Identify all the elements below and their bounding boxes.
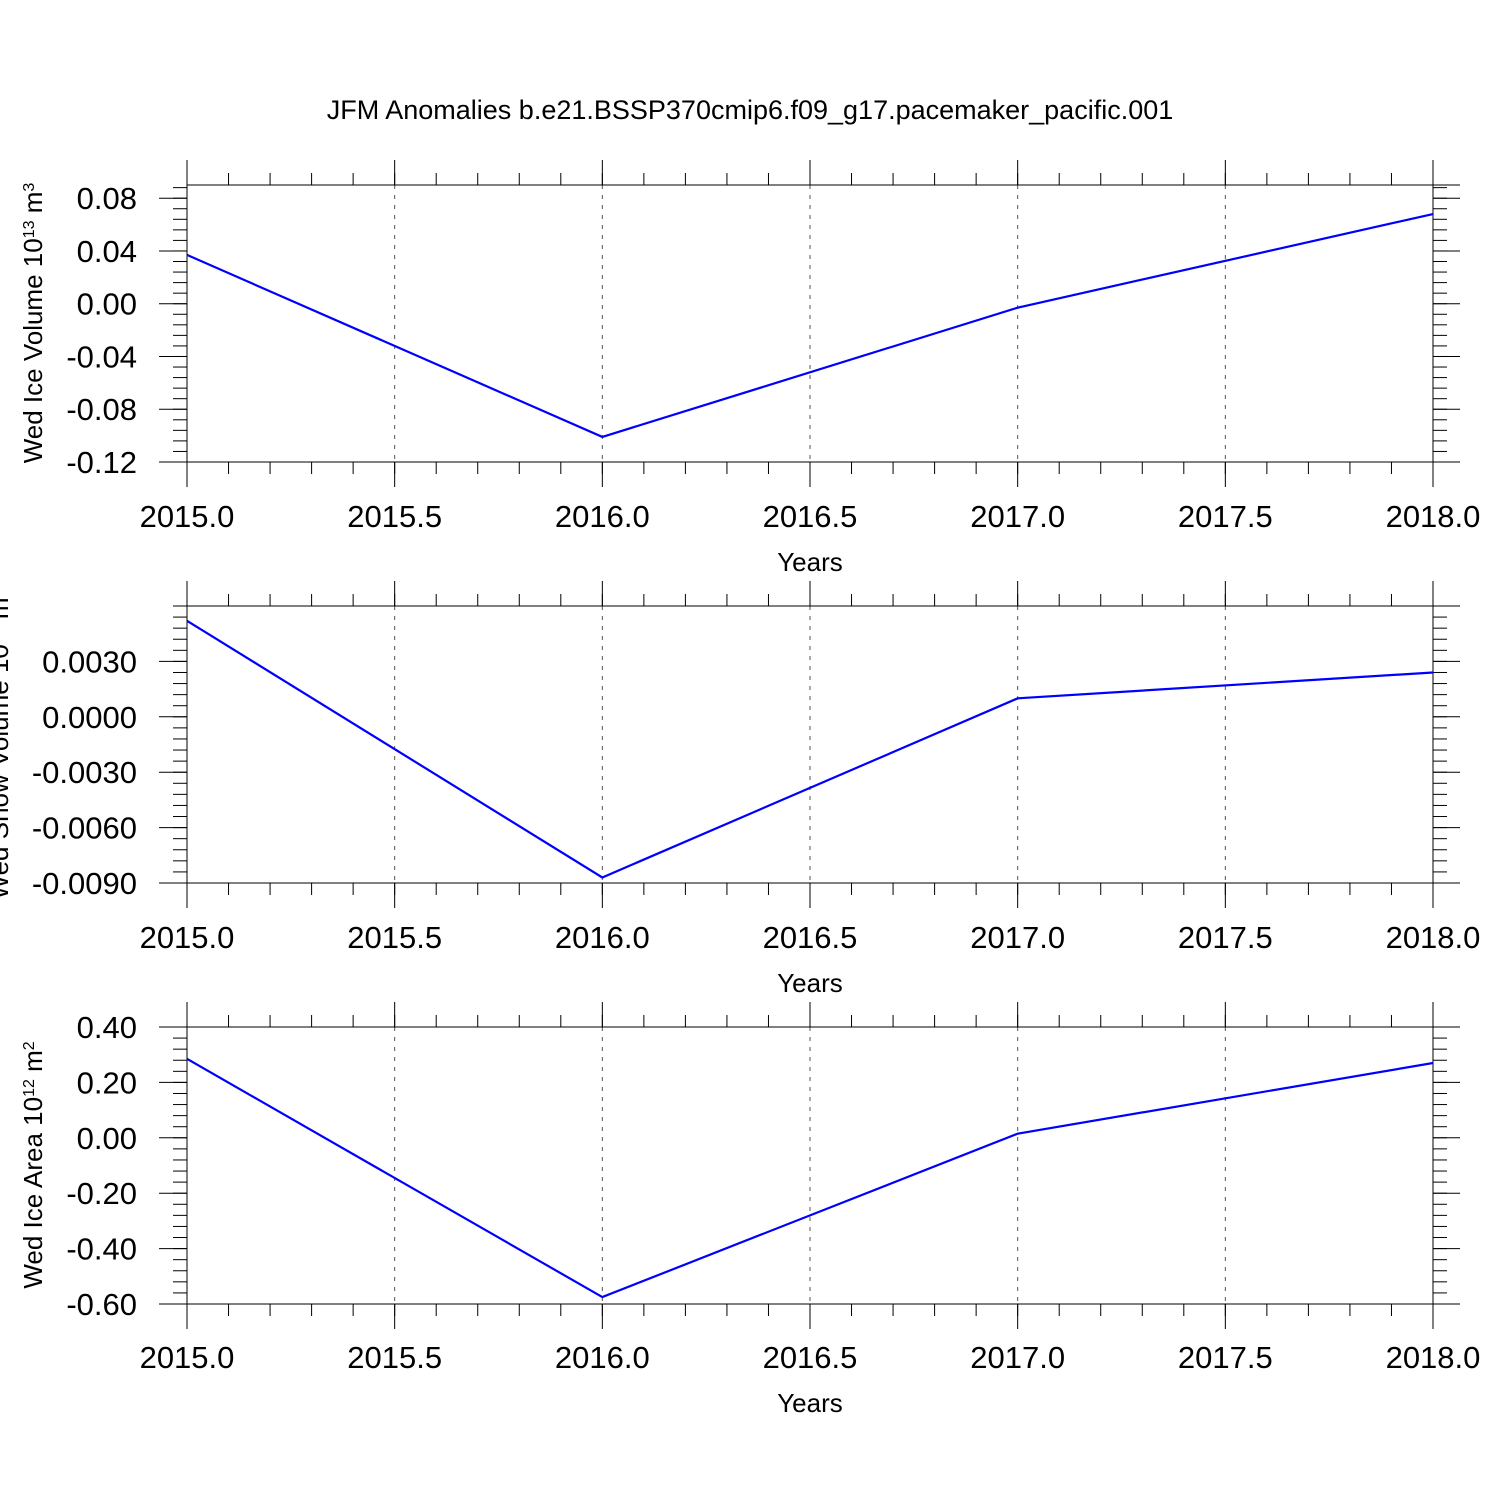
x-tick-label: 2017.0: [970, 1340, 1065, 1375]
y-tick-label: 0.20: [77, 1065, 137, 1100]
x-tick-label: 2016.5: [763, 499, 858, 534]
x-tick-label: 2016.5: [763, 920, 858, 955]
x-tick-label: 2015.0: [140, 1340, 235, 1375]
panel-1: 2015.0 2015.5 2016.0 2016.5 2017.0 2017.5 2018…: [18, 160, 1480, 577]
y-tick-label: 0.00: [77, 287, 137, 322]
x-tick-label: 2015.0: [140, 920, 235, 955]
panel-2: 2015.0 2015.5 2016.0 2016.5 2017.0 2017.5 2018…: [0, 581, 1480, 998]
y-tick-label: 0.0000: [42, 700, 137, 735]
x-tick-label: 2015.5: [347, 1340, 442, 1375]
x-tick-label: 2017.0: [970, 499, 1065, 534]
series-line: [186, 1057, 1434, 1299]
x-tick-label: 2016.5: [763, 1340, 858, 1375]
y-tick-label: 0.40: [77, 1010, 137, 1045]
x-tick-label: 2018.0: [1386, 1340, 1481, 1375]
x-tick-label: 2018.0: [1386, 499, 1481, 534]
x-tick-label: 2015.5: [347, 920, 442, 955]
x-tick-label: 2016.0: [555, 920, 650, 955]
series-line: [186, 212, 1434, 439]
x-tick-label: 2017.5: [1178, 920, 1273, 955]
x-tick-label: 2016.0: [555, 499, 650, 534]
y-axis-label: Wed Snow Volume 1013 m3: [0, 588, 14, 899]
y-tick-label: -0.60: [66, 1287, 137, 1322]
x-tick-label: 2015.5: [347, 499, 442, 534]
x-tick-label: 2017.5: [1178, 499, 1273, 534]
y-tick-label: 0.04: [77, 234, 137, 269]
chart-title: JFM Anomalies b.e21.BSSP370cmip6.f09_g17…: [326, 95, 1174, 125]
y-tick-label: -0.20: [66, 1176, 137, 1211]
y-tick-label: -0.0030: [32, 755, 137, 790]
y-axis-label: Wed Ice Volume 1013 m3: [18, 183, 48, 464]
series-line: [186, 619, 1434, 879]
y-tick-label: 0.08: [77, 181, 137, 216]
x-tick-label: 2017.5: [1178, 1340, 1273, 1375]
y-tick-label: -0.08: [66, 392, 137, 427]
x-tick-label: 2018.0: [1386, 920, 1481, 955]
x-tick-label: 2015.0: [140, 499, 235, 534]
y-tick-label: -0.04: [66, 339, 137, 374]
y-tick-label: -0.40: [66, 1232, 137, 1267]
y-tick-label: 0.00: [77, 1121, 137, 1156]
y-axis-label: Wed Ice Area 1012 m2: [18, 1041, 48, 1288]
y-tick-label: -0.0060: [32, 811, 137, 846]
x-axis-label: Years: [777, 968, 843, 998]
x-axis-label: Years: [777, 547, 843, 577]
y-tick-label: -0.12: [66, 445, 137, 480]
panel-3: 2015.0 2015.5 2016.0 2016.5 2017.0 2017.5 2018…: [18, 1002, 1480, 1418]
y-tick-label: -0.0090: [32, 866, 137, 901]
x-tick-label: 2017.0: [970, 920, 1065, 955]
x-axis-label: Years: [777, 1388, 843, 1418]
x-tick-label: 2016.0: [555, 1340, 650, 1375]
y-tick-label: 0.0030: [42, 644, 137, 679]
